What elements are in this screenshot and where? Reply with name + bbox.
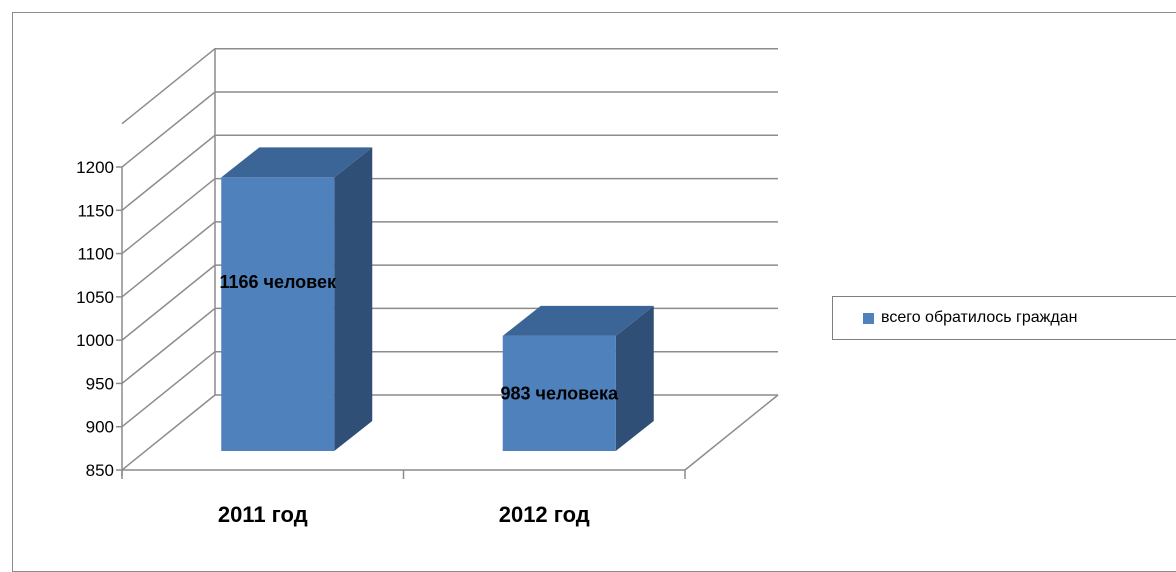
gridline [121,47,778,125]
y-tick-label: 1000 [76,331,114,350]
bar-top [221,147,373,178]
axes [116,166,686,479]
data-label: 1166 человек [219,272,337,292]
gridline [121,307,778,385]
y-tick-label: 900 [86,418,114,437]
x-category-label: 2012 год [499,502,590,527]
y-tick-label: 850 [86,461,114,480]
bar-front [221,177,335,452]
bar-front [502,335,616,451]
data-labels: 1166 человек 983 человека [219,272,619,403]
bar-top [502,305,654,336]
gridline [121,350,778,428]
chart-walls [121,49,779,471]
bar [502,305,654,451]
y-tick-label: 950 [86,374,114,393]
chart-frame [12,12,1176,572]
data-label: 983 человека [500,383,619,403]
bar [221,147,373,452]
bars [221,147,654,452]
x-axis-labels: 2011 год 2012 год [218,502,590,527]
gridline [121,264,778,341]
x-category-label: 2011 год [218,502,308,527]
gridline [121,221,778,298]
y-axis-ticks: 850 900 950 1000 1050 1100 1150 1200 [76,158,114,480]
legend: всего обратилось граждан [832,296,1176,340]
bar-side [334,147,373,452]
gridlines [121,47,778,428]
gridline [121,134,778,211]
y-tick-label: 1100 [77,245,114,264]
y-tick-label: 1150 [77,201,114,220]
gridline [121,91,778,168]
gridline [121,177,778,255]
y-tick-label: 1050 [76,288,114,307]
floor-right-edge [684,394,779,471]
bar-side [615,305,654,451]
legend-swatch [863,312,874,324]
y-tick-label: 1200 [76,158,114,177]
legend-entry: всего обратилось граждан [881,309,1078,326]
floor-left-edge [121,394,216,471]
